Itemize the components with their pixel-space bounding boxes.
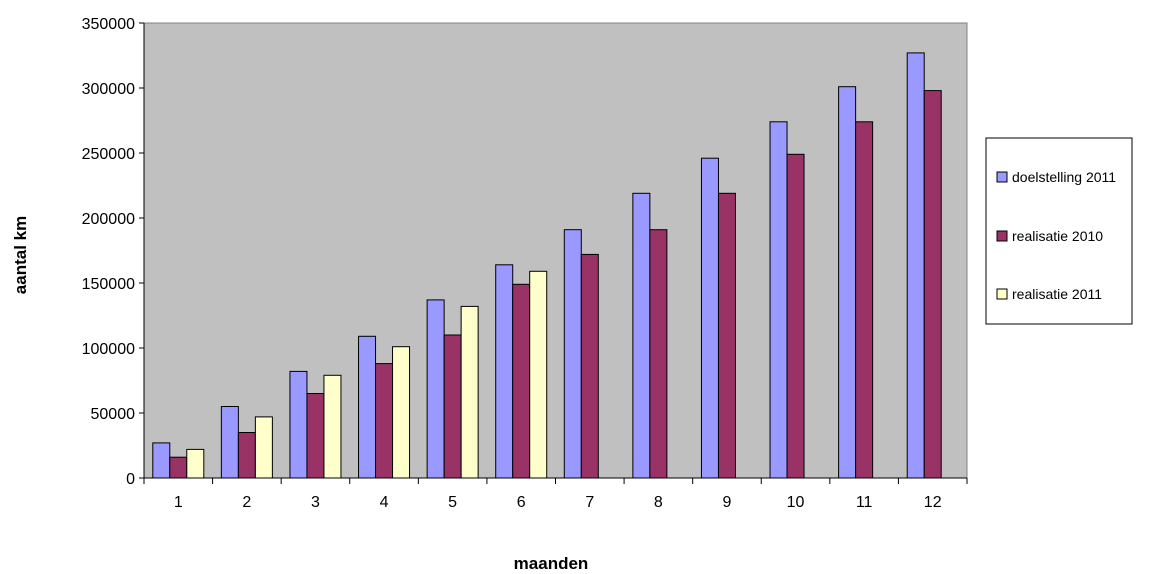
bar-realisatie-2010-9 <box>717 192 736 479</box>
legend-swatch-realisatie-2010 <box>996 230 1008 242</box>
bar-doelstelling-2011-3 <box>289 370 308 479</box>
legend-swatch-realisatie-2011 <box>996 288 1008 300</box>
bar-realisatie-2011-1 <box>186 448 205 479</box>
y-tick-label: 150000 <box>82 276 135 293</box>
bar-doelstelling-2011-11 <box>838 86 857 479</box>
legend-label-realisatie-2011: realisatie 2011 <box>1012 286 1102 302</box>
bar-doelstelling-2011-8 <box>632 192 651 479</box>
bars-group <box>152 52 942 479</box>
x-tick-label: 4 <box>380 494 389 511</box>
bar-realisatie-2010-2 <box>237 432 256 479</box>
legend-swatch-doelstelling-2011 <box>996 171 1008 183</box>
x-tick-label: 2 <box>242 494 251 511</box>
y-axis-title: aantal km <box>11 216 30 294</box>
x-tick-label: 6 <box>517 494 526 511</box>
bar-realisatie-2010-8 <box>649 229 668 479</box>
bar-realisatie-2010-11 <box>855 121 874 479</box>
bar-realisatie-2010-12 <box>923 90 942 479</box>
bar-realisatie-2010-6 <box>512 283 531 479</box>
bar-doelstelling-2011-2 <box>220 406 239 479</box>
y-tick-label: 50000 <box>91 406 136 423</box>
bar-doelstelling-2011-7 <box>563 229 582 479</box>
bar-doelstelling-2011-6 <box>495 264 514 479</box>
bar-realisatie-2011-2 <box>254 416 273 479</box>
bar-doelstelling-2011-1 <box>152 442 171 479</box>
bar-realisatie-2011-5 <box>460 305 479 479</box>
y-tick-label: 200000 <box>82 211 135 228</box>
bar-realisatie-2010-1 <box>169 456 188 479</box>
bar-realisatie-2010-3 <box>306 393 325 479</box>
y-tick-label: 350000 <box>82 16 135 33</box>
bar-doelstelling-2011-9 <box>700 157 719 479</box>
x-tick-label: 11 <box>856 494 873 511</box>
bar-realisatie-2010-7 <box>580 253 599 479</box>
legend-box <box>985 137 1133 325</box>
bar-realisatie-2010-10 <box>786 153 805 479</box>
bar-realisatie-2011-4 <box>392 346 411 479</box>
x-tick-label: 9 <box>723 494 732 511</box>
bar-doelstelling-2011-5 <box>426 299 445 479</box>
x-tick-label: 12 <box>924 494 942 511</box>
bar-doelstelling-2011-4 <box>358 335 377 479</box>
y-tick-label: 300000 <box>82 81 135 98</box>
y-tick-label: 0 <box>126 471 135 488</box>
bar-realisatie-2011-3 <box>323 374 342 479</box>
legend: doelstelling 2011 realisatie 2010 realis… <box>985 137 1133 325</box>
bar-doelstelling-2011-12 <box>906 52 925 479</box>
y-tick-label: 100000 <box>82 341 135 358</box>
bar-realisatie-2010-5 <box>443 334 462 479</box>
bar-realisatie-2011-6 <box>529 270 548 479</box>
x-tick-label: 8 <box>654 494 663 511</box>
legend-label-realisatie-2010: realisatie 2010 <box>1012 228 1103 244</box>
x-tick-label: 1 <box>174 494 183 511</box>
y-ticks-group: 0 50000 100000 150000 200000 250000 300000 3500… <box>82 16 144 488</box>
x-tick-label: 3 <box>311 494 320 511</box>
bar-doelstelling-2011-10 <box>769 121 788 479</box>
legend-label-doelstelling-2011: doelstelling 2011 <box>1012 169 1116 185</box>
x-tick-label: 10 <box>787 494 805 511</box>
y-tick-label: 250000 <box>82 146 135 163</box>
bar-realisatie-2010-4 <box>375 363 394 479</box>
x-tick-label: 7 <box>585 494 594 511</box>
x-tick-label: 5 <box>448 494 457 511</box>
x-ticks-group: 1 2 3 4 5 6 7 8 9 10 11 12 <box>143 478 968 511</box>
plot-area <box>143 22 968 479</box>
x-axis-title: maanden <box>514 554 589 573</box>
